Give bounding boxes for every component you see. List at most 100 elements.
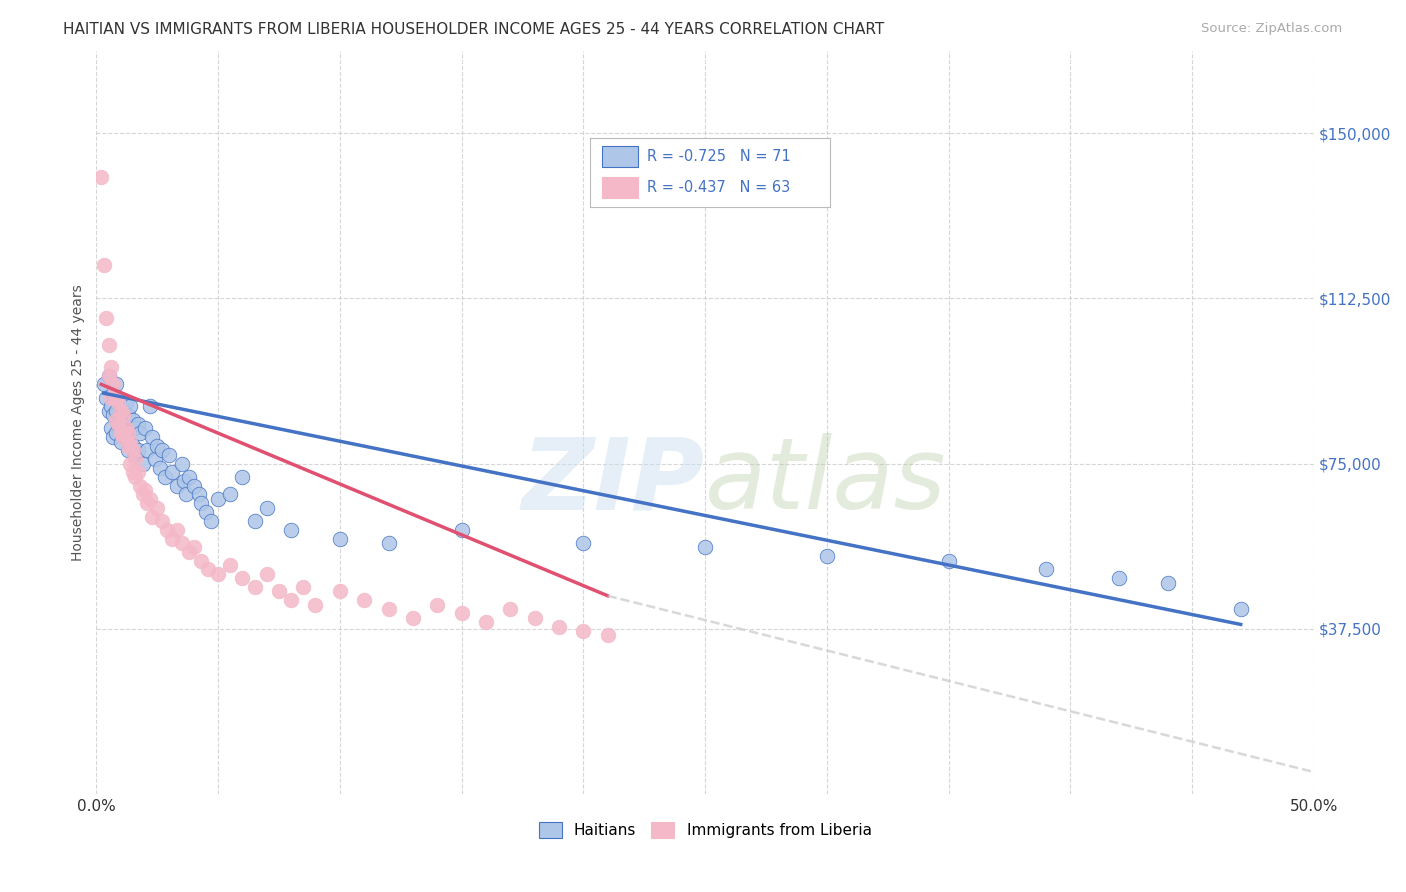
Point	[523, 611, 546, 625]
Point	[197, 562, 219, 576]
Point	[100, 400, 122, 414]
Point	[304, 598, 326, 612]
Point	[426, 598, 449, 612]
Point	[104, 391, 127, 405]
Point	[117, 443, 139, 458]
Point	[103, 430, 125, 444]
Point	[103, 386, 125, 401]
Point	[173, 475, 195, 489]
Bar	[602, 178, 638, 198]
Point	[141, 430, 163, 444]
Point	[97, 368, 120, 383]
Point	[166, 478, 188, 492]
Point	[110, 434, 132, 449]
Point	[110, 404, 132, 418]
Point	[124, 452, 146, 467]
Point	[122, 466, 145, 480]
Point	[256, 500, 278, 515]
Point	[127, 417, 149, 431]
Point	[200, 514, 222, 528]
Point	[114, 395, 136, 409]
Point	[120, 434, 142, 449]
Point	[94, 311, 117, 326]
Point	[143, 452, 166, 467]
Point	[127, 466, 149, 480]
Point	[122, 443, 145, 458]
Point	[131, 457, 153, 471]
Point	[114, 430, 136, 444]
Point	[146, 500, 169, 515]
Point	[183, 478, 205, 492]
Point	[231, 470, 253, 484]
Point	[122, 412, 145, 426]
Point	[256, 566, 278, 581]
Text: ZIP: ZIP	[522, 434, 704, 531]
Point	[170, 457, 193, 471]
Point	[112, 408, 135, 422]
Point	[104, 377, 127, 392]
Point	[1035, 562, 1057, 576]
Point	[938, 553, 960, 567]
Point	[377, 602, 399, 616]
Point	[402, 611, 425, 625]
Point	[153, 470, 176, 484]
Point	[103, 377, 125, 392]
Point	[499, 602, 522, 616]
Point	[103, 408, 125, 422]
Point	[117, 425, 139, 440]
Point	[112, 404, 135, 418]
Point	[150, 443, 173, 458]
Point	[150, 514, 173, 528]
Point	[572, 624, 595, 638]
Point	[157, 448, 180, 462]
Point	[94, 391, 117, 405]
Point	[104, 404, 127, 418]
Point	[120, 400, 142, 414]
Point	[548, 619, 571, 633]
Point	[139, 400, 162, 414]
Point	[120, 434, 142, 449]
Point	[146, 439, 169, 453]
Point	[93, 259, 115, 273]
Point	[475, 615, 498, 630]
Point	[110, 400, 132, 414]
Point	[207, 491, 229, 506]
Point	[280, 523, 302, 537]
Point	[107, 391, 129, 405]
Point	[450, 607, 472, 621]
Text: R = -0.437   N = 63: R = -0.437 N = 63	[647, 180, 790, 194]
Point	[219, 487, 242, 501]
Point	[166, 523, 188, 537]
Text: Source: ZipAtlas.com: Source: ZipAtlas.com	[1202, 22, 1343, 36]
Point	[136, 443, 159, 458]
Point	[100, 359, 122, 374]
Point	[1229, 602, 1251, 616]
Point	[1108, 571, 1130, 585]
Point	[353, 593, 375, 607]
Point	[124, 421, 146, 435]
Point	[149, 461, 172, 475]
Legend: Haitians, Immigrants from Liberia: Haitians, Immigrants from Liberia	[531, 814, 879, 846]
Point	[112, 417, 135, 431]
Point	[134, 483, 156, 497]
Point	[160, 466, 183, 480]
Point	[129, 478, 152, 492]
Point	[104, 425, 127, 440]
Point	[176, 487, 198, 501]
Point	[177, 470, 200, 484]
Point	[207, 566, 229, 581]
Point	[280, 593, 302, 607]
Point	[377, 536, 399, 550]
Point	[134, 421, 156, 435]
Point	[267, 584, 290, 599]
Point	[177, 545, 200, 559]
Point	[117, 408, 139, 422]
Point	[110, 412, 132, 426]
Text: HAITIAN VS IMMIGRANTS FROM LIBERIA HOUSEHOLDER INCOME AGES 25 - 44 YEARS CORRELA: HAITIAN VS IMMIGRANTS FROM LIBERIA HOUSE…	[63, 22, 884, 37]
Point	[114, 421, 136, 435]
Point	[93, 377, 115, 392]
Point	[190, 553, 212, 567]
Point	[693, 541, 716, 555]
Point	[815, 549, 838, 563]
Point	[110, 425, 132, 440]
